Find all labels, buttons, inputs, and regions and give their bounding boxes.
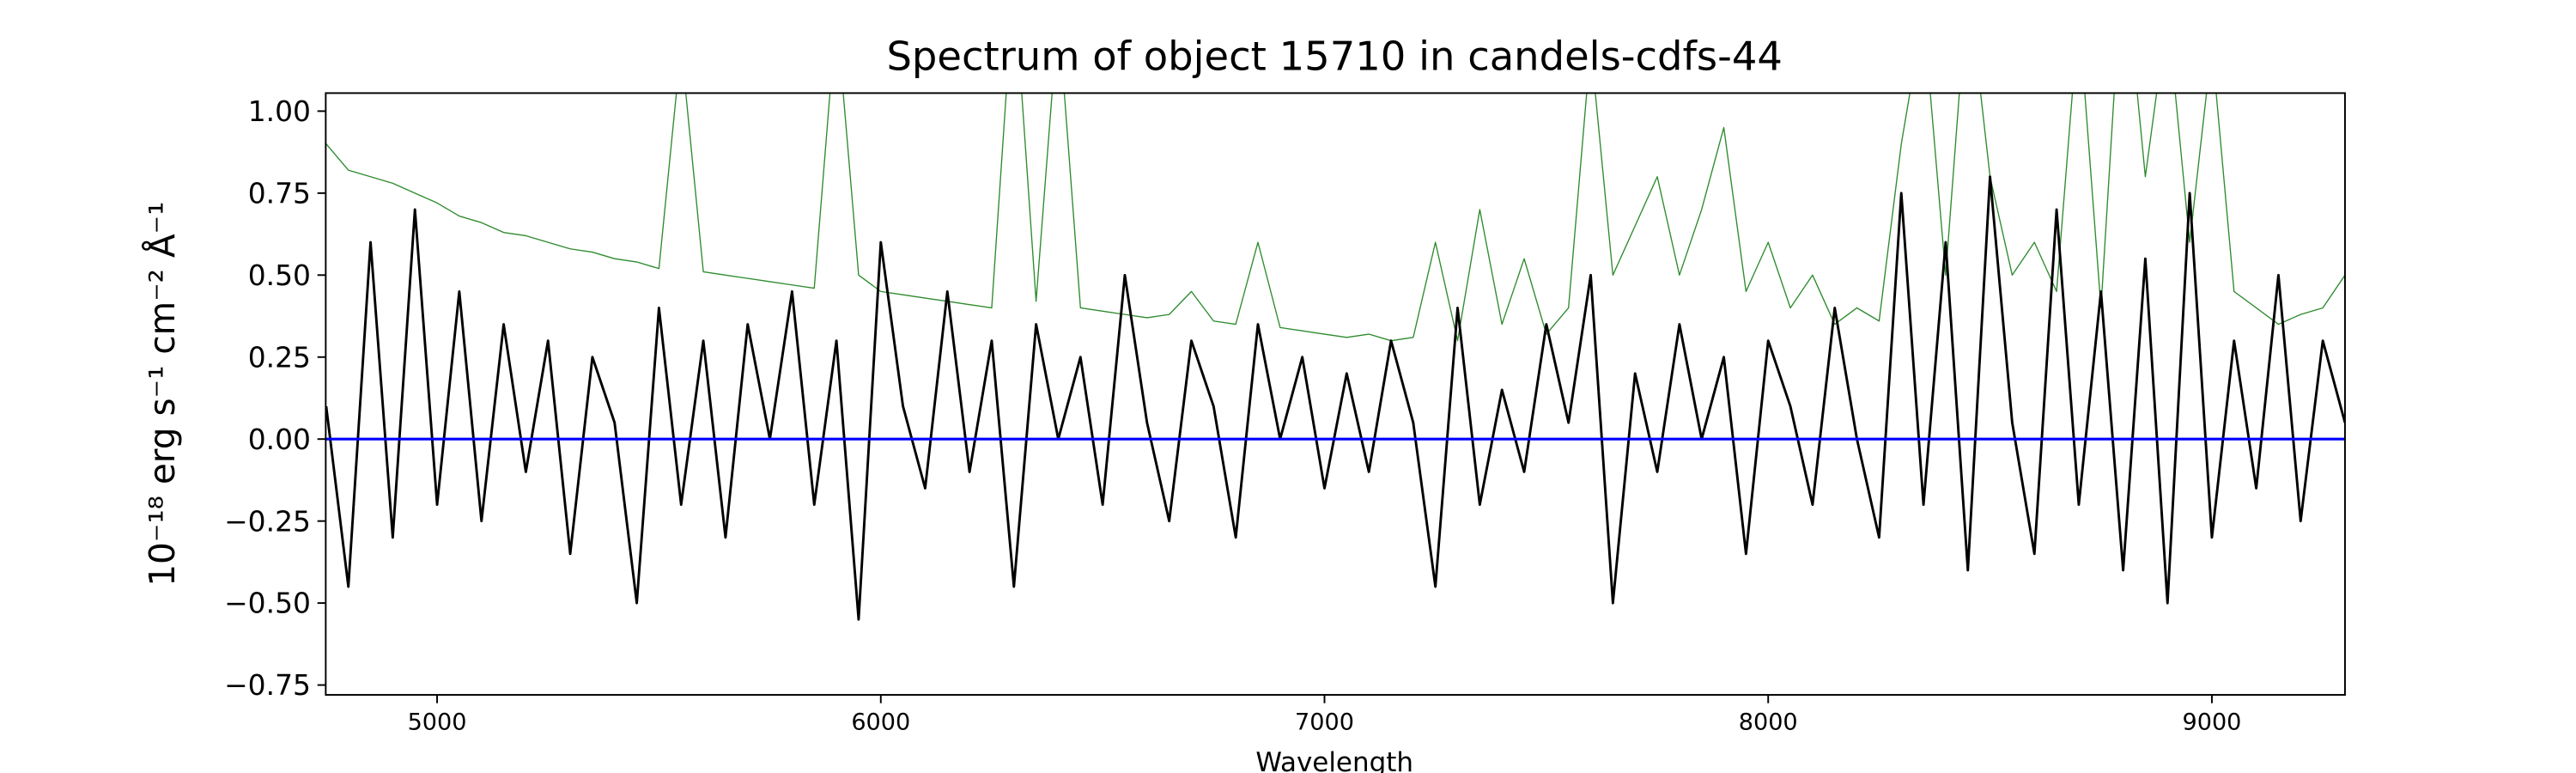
y-tick-label: −0.50 — [224, 587, 311, 620]
spectrum-line — [325, 175, 2345, 621]
y-tick-label: 1.00 — [248, 94, 311, 128]
y-axis-label: 10⁻¹⁸ erg s⁻¹ cm⁻² Å⁻¹ — [142, 202, 183, 587]
x-tick-label: 6000 — [851, 709, 910, 736]
plot-area — [325, 93, 2345, 621]
spectrum-line — [325, 93, 2345, 342]
y-tick-label: 0.25 — [248, 340, 311, 374]
chart-title: Spectrum of object 15710 in candels-cdfs… — [886, 33, 1782, 79]
x-tick-label: 8000 — [1739, 709, 1798, 736]
x-tick-label: 7000 — [1295, 709, 1354, 736]
y-tick-label: 0.75 — [248, 176, 311, 210]
y-tick-label: −0.25 — [224, 504, 311, 538]
x-axis-label: Wavelength — [1255, 747, 1413, 773]
axes-frame — [325, 92, 2346, 696]
y-tick-label: 0.00 — [248, 423, 311, 456]
y-tick-label: −0.75 — [224, 668, 311, 702]
x-tick-label: 9000 — [2182, 709, 2241, 736]
y-tick-label: 0.50 — [248, 259, 311, 292]
x-tick-label: 5000 — [408, 709, 467, 736]
